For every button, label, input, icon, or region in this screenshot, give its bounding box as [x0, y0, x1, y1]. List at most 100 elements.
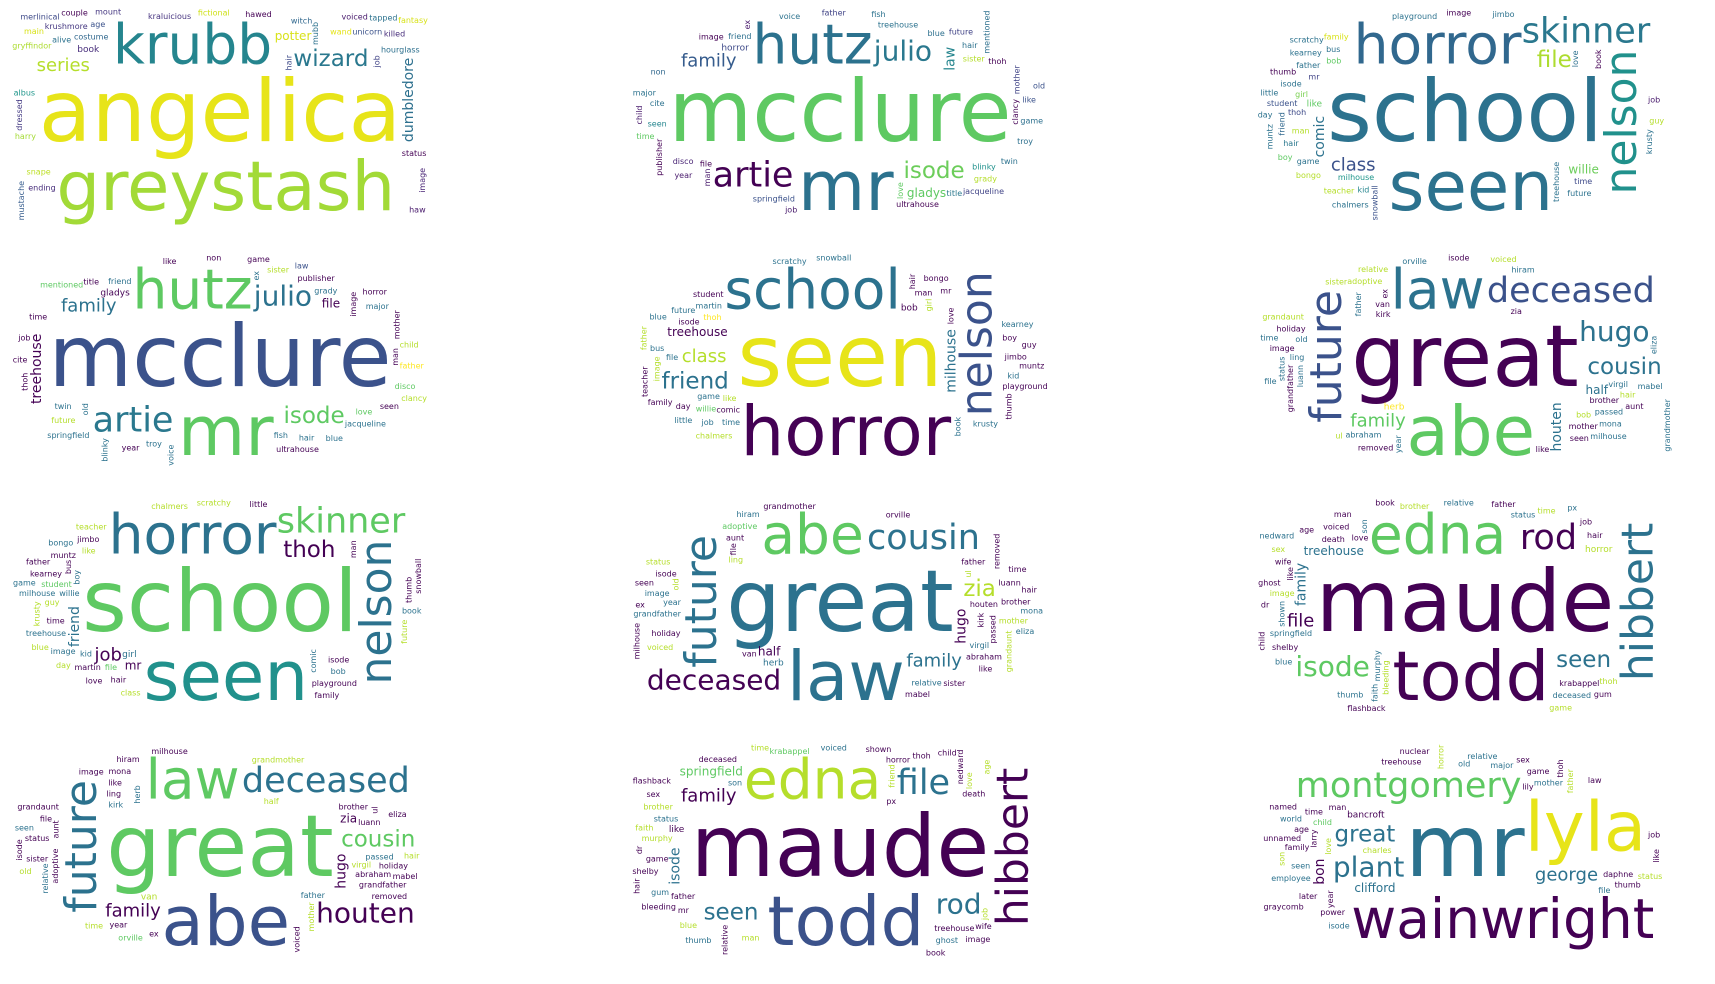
cloud-word: aunt: [52, 820, 61, 838]
cloud-word: milhouse: [633, 623, 642, 659]
cloud-word: job: [17, 334, 30, 343]
cloud-word: love: [896, 182, 905, 199]
cloud-word: job: [784, 206, 797, 215]
cloud-word: year: [122, 443, 141, 452]
cloud-word: image: [1270, 589, 1295, 598]
cloud-word: family: [906, 650, 962, 671]
cloud-word: file: [1287, 611, 1314, 632]
cloud-word: virgil: [351, 861, 371, 870]
cloud-word: faith: [635, 824, 653, 833]
cloud-word: law: [1391, 257, 1485, 321]
cloud-word: graycomb: [1264, 903, 1304, 912]
word-cloud-11: maude todd edna hibbert file rod seen family iso…: [630, 740, 1050, 960]
cloud-word: van: [742, 650, 757, 659]
cloud-word: kid: [80, 650, 92, 659]
cloud-word: bob: [1326, 57, 1341, 66]
cloud-word: employee: [1271, 874, 1311, 883]
cloud-word: voiced: [293, 926, 302, 952]
cloud-word: like: [108, 778, 122, 787]
cloud-word: grandaunt: [1262, 313, 1304, 322]
cloud-word: zia: [963, 576, 996, 602]
cloud-word: image: [652, 356, 661, 381]
cloud-word: love: [947, 307, 956, 324]
cloud-word: treehouse: [1304, 544, 1364, 558]
cloud-word: sister: [943, 679, 966, 688]
cloud-word: bus: [64, 560, 73, 574]
cloud-word: hibbert: [987, 768, 1038, 926]
cloud-word: mcclure: [668, 62, 1011, 162]
cloud-word: class: [1331, 155, 1376, 176]
cloud-word: adoptive: [51, 849, 60, 884]
cloud-word: fantasy: [398, 16, 428, 25]
cloud-word: isode: [1295, 650, 1370, 683]
cloud-word: non: [206, 254, 221, 263]
cloud-word: kirk: [976, 612, 985, 627]
cloud-word: krubb: [113, 12, 272, 76]
cloud-word: sister: [963, 55, 986, 64]
cloud-word: game: [1020, 116, 1043, 125]
cloud-word: sister: [26, 854, 49, 863]
cloud-word: lily: [1522, 782, 1534, 791]
cloud-word: nedward: [956, 750, 965, 785]
cloud-word: milhouse: [1590, 432, 1626, 441]
cloud-word: muntz: [51, 551, 76, 560]
cloud-word: great: [726, 552, 953, 652]
word-cloud-7: school seen horror nelson skinner thoh job frie…: [10, 495, 430, 715]
cloud-word: age: [1299, 526, 1314, 535]
cloud-word: image: [51, 647, 76, 656]
cloud-word: krabappel: [1559, 679, 1599, 688]
cloud-word: jimbo: [76, 535, 99, 544]
cloud-word: death: [1322, 535, 1345, 544]
cloud-word: man: [1334, 510, 1352, 519]
cloud-word: friend: [1277, 112, 1286, 135]
cloud-word: friend: [108, 277, 131, 286]
cloud-word: great: [1351, 307, 1578, 407]
cloud-word: eliza: [1016, 627, 1035, 636]
cloud-word: love: [1352, 533, 1369, 542]
cloud-word: blue: [680, 921, 697, 930]
cloud-word: grandaunt: [1005, 631, 1014, 673]
cloud-word: seen: [1556, 647, 1611, 673]
cloud-word: bob: [1576, 410, 1591, 419]
cloud-word: treehouse: [1381, 758, 1421, 767]
cloud-word: edna: [1369, 502, 1506, 566]
cloud-word: springfield: [680, 765, 743, 779]
cloud-word: kid: [1007, 372, 1019, 381]
cloud-word: maude: [691, 797, 989, 897]
cloud-word: treehouse: [667, 325, 727, 339]
cloud-word: deceased: [242, 761, 410, 801]
cloud-word: father: [1296, 61, 1321, 70]
cloud-word: abe: [1407, 392, 1536, 470]
cloud-word: old: [19, 867, 31, 876]
cloud-word: grandfather: [359, 880, 407, 889]
cloud-word: named: [1269, 803, 1297, 812]
cloud-word: status: [646, 558, 671, 567]
cloud-word: future: [1301, 290, 1352, 423]
cloud-word: hiram: [1511, 266, 1534, 275]
cloud-word: game: [646, 854, 669, 863]
cloud-word: hair: [111, 676, 127, 685]
cloud-word: game: [1527, 767, 1550, 776]
cloud-word: grady: [314, 287, 337, 296]
cloud-word: nedward: [1259, 531, 1294, 540]
cloud-word: publisher: [298, 274, 336, 283]
cloud-word: mother: [1534, 779, 1564, 788]
cloud-word: disco: [395, 382, 416, 391]
cloud-word: child: [1258, 632, 1267, 651]
cloud-word: bancroft: [1347, 811, 1385, 821]
cloud-word: bongo: [1296, 171, 1321, 180]
cloud-word: mentioned: [40, 281, 83, 290]
cloud-word: status: [1277, 357, 1286, 382]
cloud-word: family: [1285, 843, 1310, 852]
cloud-word: hibbert: [1612, 523, 1663, 681]
cloud-word: image: [349, 292, 358, 317]
cloud-word: holiday: [379, 862, 408, 871]
cloud-word: job: [1579, 517, 1592, 526]
cloud-word: skinner: [277, 502, 406, 542]
cloud-word: isode: [328, 655, 349, 664]
cloud-word: love: [356, 407, 373, 416]
cloud-word: son: [728, 778, 742, 787]
cloud-word: student: [41, 580, 72, 589]
cloud-word: mabel: [393, 872, 418, 881]
cloud-word: image: [418, 168, 427, 193]
